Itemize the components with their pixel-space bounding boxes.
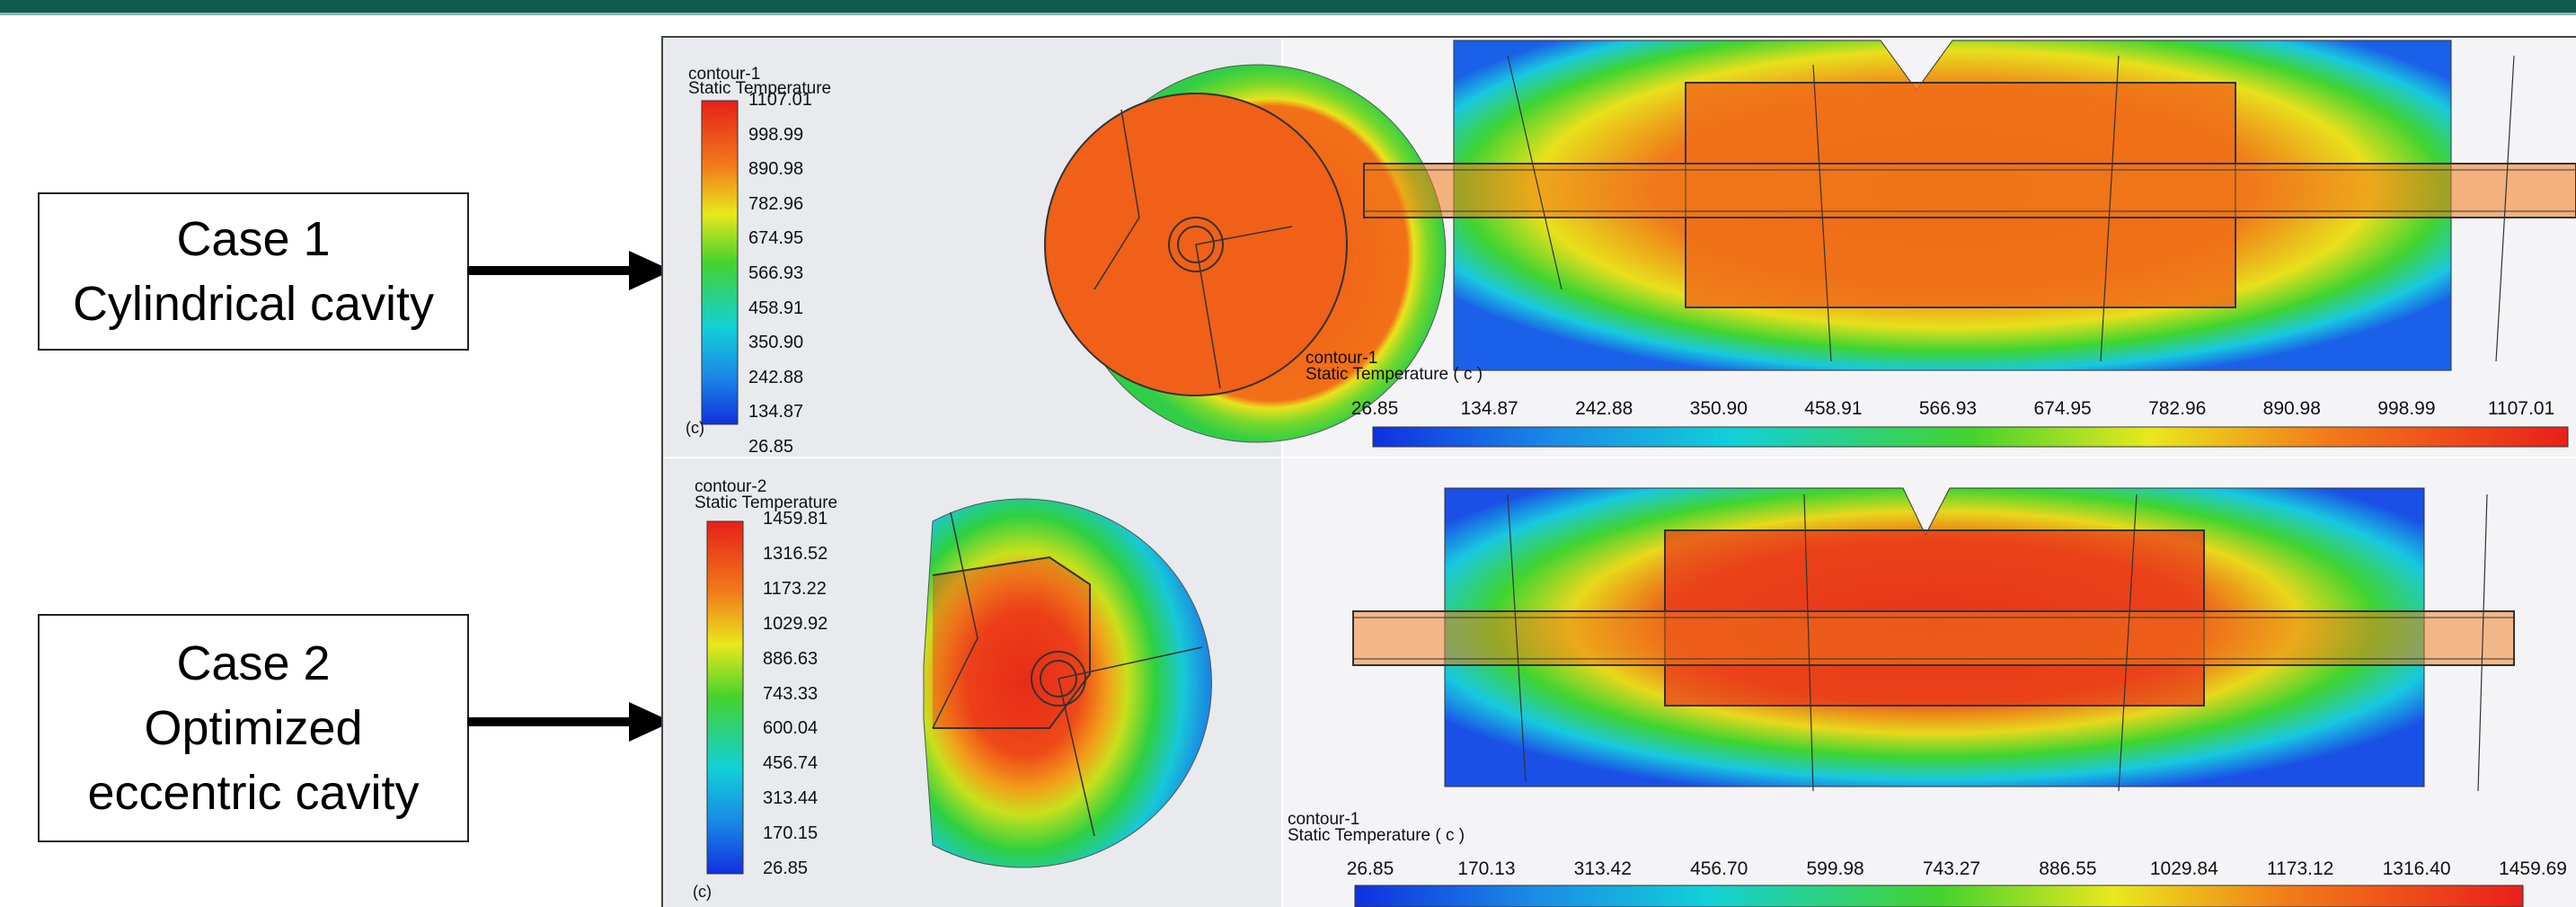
- legend-tick-label: 1107.01: [2487, 398, 2555, 419]
- legend-tick-label: 890.98: [748, 159, 804, 180]
- legend-tick-label: 1459.81: [763, 509, 828, 529]
- legend-tick-label: 1459.69: [2499, 858, 2567, 879]
- legend-tick-label: 599.98: [1806, 858, 1864, 879]
- legend-tick-label: 456.70: [1690, 858, 1748, 879]
- case-2-title: Case 2: [176, 636, 331, 690]
- case-2-description-line1: Optimized: [144, 701, 363, 755]
- legend-tick-label: 1316.52: [763, 543, 828, 564]
- header-divider: [0, 13, 2576, 15]
- case-1-quantity-label: Static Temperature: [688, 79, 832, 98]
- legend-tick-label: 782.96: [748, 193, 804, 214]
- legend-tick-label: 782.96: [2148, 398, 2207, 419]
- legend-tick-label: 1107.01: [748, 90, 812, 110]
- results-frame: [661, 36, 2576, 907]
- legend-tick-label: 1029.92: [763, 613, 828, 634]
- legend-tick-label: 134.87: [1460, 398, 1518, 419]
- legend-tick-label: 456.74: [763, 753, 819, 774]
- legend-tick-label: 890.98: [2262, 398, 2321, 419]
- legend-tick-label: 886.55: [2039, 858, 2097, 879]
- legend-tick-label: 1316.40: [2382, 858, 2451, 879]
- case-2-quantity-label: Static Temperature: [695, 494, 838, 512]
- case-1-contour-panel: [663, 38, 2576, 457]
- legend-tick-label: 458.91: [748, 298, 804, 318]
- legend-tick-label: 350.90: [748, 333, 804, 353]
- case-2-contour-panel: [663, 458, 2576, 907]
- legend-tick-label: 170.15: [763, 823, 819, 844]
- case-1-unit-label: (c): [686, 419, 704, 437]
- legend-tick-label: 242.88: [1575, 398, 1633, 419]
- case-1-label-box: Case 1 Cylindrical cavity: [38, 192, 469, 351]
- legend-tick-label: 743.33: [763, 683, 819, 704]
- case-1-arrow-icon: [467, 251, 672, 290]
- legend-tick-label: 998.99: [748, 124, 804, 145]
- legend-tick-label: 134.87: [748, 402, 804, 422]
- legend-tick-label: 458.91: [1804, 398, 1863, 419]
- legend-tick-label: 26.85: [1350, 398, 1399, 419]
- legend-tick-label: 1173.22: [763, 578, 827, 599]
- legend-tick-label: 313.42: [1573, 858, 1632, 879]
- legend-tick-label: 242.88: [748, 367, 804, 387]
- case-1-side-contour-name: contour-1: [1306, 349, 1378, 368]
- legend-tick-label: 566.93: [748, 263, 804, 283]
- case-1-contour-name: contour-1: [688, 65, 761, 84]
- legend-tick-label: 600.04: [763, 718, 819, 739]
- legend-tick-label: 1029.84: [2149, 858, 2218, 879]
- case-1-side-quantity-label: Static Temperature ( c ): [1306, 365, 1483, 384]
- case-2-unit-label: (c): [693, 883, 712, 901]
- legend-tick-label: 674.95: [748, 228, 804, 249]
- case-2-side-contour-name: contour-1: [1288, 810, 1360, 829]
- legend-tick-label: 743.27: [1922, 858, 1981, 879]
- legend-tick-label: 350.90: [1689, 398, 1748, 419]
- legend-tick-label: 26.85: [748, 437, 794, 457]
- case-2-side-quantity-label: Static Temperature ( c ): [1288, 826, 1465, 845]
- case-2-contour-name: contour-2: [695, 477, 767, 496]
- legend-tick-label: 26.85: [1346, 858, 1394, 879]
- legend-tick-label: 313.44: [763, 788, 819, 809]
- header-bar: [0, 0, 2576, 13]
- case-2-description-line2: eccentric cavity: [87, 766, 420, 820]
- legend-tick-label: 566.93: [1918, 398, 1978, 419]
- legend-tick-label: 886.63: [763, 648, 819, 669]
- case-2-label-box: Case 2 Optimized eccentric cavity: [38, 614, 469, 842]
- case-2-arrow-icon: [467, 702, 672, 742]
- case-1-title: Case 1: [176, 212, 331, 266]
- legend-tick-label: 170.13: [1457, 858, 1516, 879]
- legend-tick-label: 26.85: [763, 858, 809, 878]
- legend-tick-label: 998.99: [2377, 398, 2436, 419]
- legend-tick-label: 674.95: [2033, 398, 2092, 419]
- legend-tick-label: 1173.12: [2267, 858, 2334, 879]
- case-1-description: Cylindrical cavity: [72, 277, 435, 331]
